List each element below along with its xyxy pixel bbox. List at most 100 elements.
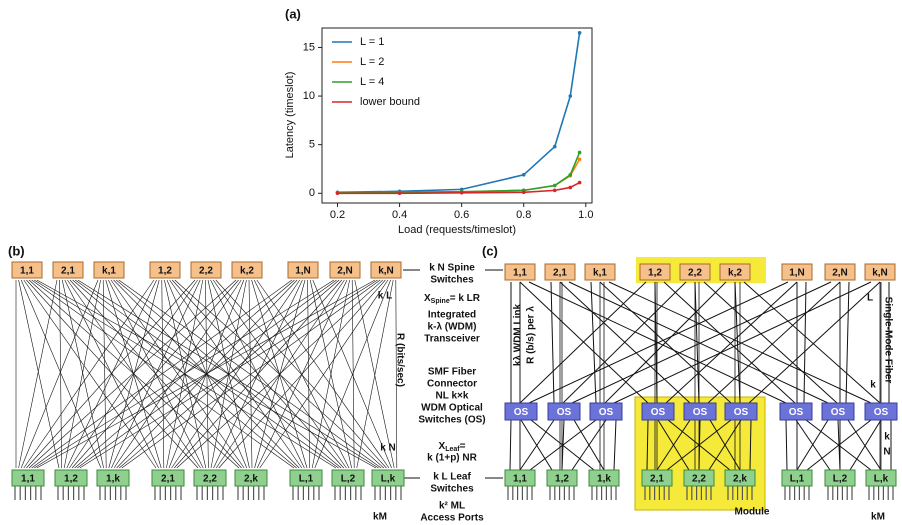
- link: [61, 279, 104, 469]
- link: [509, 419, 512, 471]
- leaf-switch: [371, 469, 405, 487]
- spine-switch-label: 2,1: [61, 266, 75, 277]
- link: [803, 281, 807, 404]
- data-point: [397, 191, 402, 196]
- data-point: [552, 188, 557, 193]
- leaf-switch: [234, 469, 268, 487]
- annotation: = k LR: [450, 293, 481, 304]
- legend-label: L = 4: [360, 76, 384, 88]
- leaf-switch-label: 1,2: [555, 474, 569, 485]
- leaf-switch: [54, 469, 88, 487]
- link: [734, 281, 741, 404]
- link: [519, 281, 647, 404]
- data-point: [521, 173, 526, 177]
- spine-switch: [149, 261, 181, 279]
- spine-switch: [584, 263, 616, 281]
- optical-switch-label: OS: [831, 407, 846, 418]
- link: [26, 279, 199, 469]
- optical-switch-label: OS: [693, 407, 708, 418]
- link: [176, 279, 384, 469]
- link: [849, 419, 882, 471]
- annotation: k: [884, 432, 890, 443]
- data-point: [568, 94, 573, 98]
- spine-switch-label: 1,2: [648, 268, 662, 279]
- leaf-switch-label: L,k: [874, 474, 889, 485]
- link: [20, 279, 102, 469]
- optical-switch-label: OS: [514, 407, 529, 418]
- annotation: kM: [373, 512, 387, 523]
- leaf-switch: [724, 469, 756, 487]
- optical-switch-label: OS: [599, 407, 614, 418]
- link: [28, 279, 237, 469]
- spine-switch-label: 2,N: [337, 266, 353, 277]
- link: [251, 279, 308, 469]
- leaf-switch-label: L,2: [833, 474, 848, 485]
- link: [613, 419, 617, 471]
- link: [23, 279, 157, 469]
- spine-switch-label: 1,1: [20, 266, 34, 277]
- link: [23, 279, 155, 469]
- link: [519, 419, 555, 471]
- optical-switch: [821, 402, 855, 421]
- spine-switch: [781, 263, 813, 281]
- spine-switch-label: k,N: [378, 266, 394, 277]
- annotation: R (bits/sec): [394, 333, 405, 387]
- link: [118, 279, 382, 469]
- leaf-switch: [331, 469, 365, 487]
- optical-switch-label: OS: [557, 407, 572, 418]
- leaf-switch-label: 2,2: [692, 474, 706, 485]
- annotation: =: [460, 441, 466, 452]
- annotation: Switches: [430, 275, 474, 286]
- spine-switch-label: k,N: [872, 268, 888, 279]
- link: [215, 279, 387, 469]
- annotation: N: [883, 447, 890, 458]
- spine-switch-label: k,1: [593, 268, 607, 279]
- annotation: Leaf: [445, 446, 460, 453]
- data-point: [552, 144, 557, 149]
- link: [173, 279, 343, 469]
- link: [108, 279, 160, 469]
- link: [708, 419, 742, 471]
- link: [663, 281, 796, 404]
- leaf-switch-label: 2,k: [733, 474, 747, 485]
- link: [356, 279, 394, 469]
- annotation: kM: [871, 512, 885, 523]
- optical-switch: [724, 402, 758, 421]
- link: [20, 279, 99, 469]
- link: [550, 281, 555, 404]
- link: [528, 281, 789, 404]
- series-line: [337, 152, 581, 194]
- x-tick-label: 0.4: [392, 209, 407, 221]
- leaf-switch: [289, 469, 323, 487]
- link: [307, 279, 310, 469]
- link: [69, 279, 198, 469]
- leaf-switch: [865, 469, 897, 487]
- spine-switch: [11, 261, 43, 279]
- link: [253, 279, 350, 469]
- optical-switch-label: OS: [874, 407, 889, 418]
- annotation: XLeaf=: [439, 441, 466, 454]
- annotation: kλ WDM Link: [513, 303, 524, 366]
- x-tick-label: 0.8: [516, 209, 531, 221]
- link: [694, 281, 700, 404]
- link: [785, 419, 788, 471]
- spine-switch: [639, 263, 671, 281]
- leaf-switch: [683, 469, 715, 487]
- spine-switch-label: 1,1: [513, 268, 527, 279]
- link: [18, 279, 58, 469]
- spine-switch: [504, 263, 536, 281]
- spine-switch: [52, 261, 84, 279]
- spine-switch-label: 2,N: [832, 268, 848, 279]
- link: [529, 419, 597, 471]
- leaf-switch: [504, 469, 536, 487]
- leaf-switch-label: L,k: [381, 474, 396, 485]
- leaf-switch: [546, 469, 578, 487]
- leaf-switch-label: 2,2: [203, 474, 217, 485]
- data-point: [335, 191, 340, 196]
- spine-switch-label: 1,N: [789, 268, 805, 279]
- spine-switch-label: 1,N: [295, 266, 311, 277]
- y-tick-label: 5: [309, 139, 315, 151]
- chart-title: (a): [285, 6, 301, 21]
- y-tick-label: 15: [303, 41, 315, 53]
- optical-switch: [641, 402, 675, 421]
